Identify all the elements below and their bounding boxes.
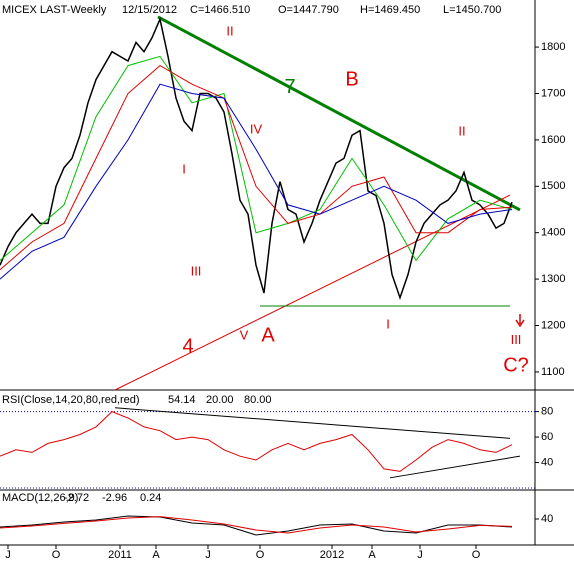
annotation: I: [386, 316, 390, 331]
y-tick-label: 40: [541, 456, 553, 468]
trend-line: [157, 15, 521, 212]
x-tick-label: J: [5, 549, 11, 561]
series-line: [0, 83, 513, 280]
header-value: 12/15/2012: [122, 4, 177, 16]
x-tick-label: O: [52, 549, 61, 561]
panel-title: MACD(12,26,9): [2, 492, 78, 504]
x-tick-label: A: [152, 549, 160, 561]
annotation: II: [458, 123, 465, 138]
annotation: A: [261, 324, 275, 346]
readout: -2.96: [102, 492, 127, 504]
readout: -2.72: [64, 492, 89, 504]
annotation: C?: [503, 355, 529, 377]
series-line: [0, 16, 513, 301]
y-tick-label: 1300: [541, 273, 565, 285]
annotation: IV: [250, 122, 263, 137]
annotation: B: [345, 68, 358, 90]
y-tick-label: 1600: [541, 134, 565, 146]
x-tick-label: J: [417, 549, 423, 561]
readout: 80.00: [244, 394, 272, 406]
y-tick-label: 1700: [541, 87, 565, 99]
readout: 0.24: [140, 492, 161, 504]
header-value: C=1466.510: [190, 4, 250, 16]
trend-line: [114, 194, 511, 391]
y-tick-label: 1200: [541, 319, 565, 331]
y-tick-label: 1500: [541, 180, 565, 192]
header-value: H=1469.450: [360, 4, 420, 16]
x-tick-label: 2011: [108, 549, 132, 561]
annotation: III: [191, 264, 202, 279]
y-tick-label: 80: [541, 406, 553, 418]
panel-title: RSI(Close,14,20,80,red,red): [2, 394, 140, 406]
series-line: [0, 515, 513, 536]
x-tick-label: O: [256, 549, 265, 561]
x-tick-label: O: [472, 549, 481, 561]
annotation: II: [226, 24, 233, 39]
x-tick-label: 2012: [320, 549, 344, 561]
trend-line: [114, 407, 511, 439]
annotation: 7: [284, 76, 295, 98]
series-line: [0, 55, 513, 262]
y-tick-label: 60: [541, 431, 553, 443]
series-line: [0, 516, 513, 534]
y-tick-label: 40: [541, 513, 553, 525]
trend-line: [389, 455, 521, 479]
x-tick-label: A: [368, 549, 376, 561]
annotation: I: [182, 161, 186, 176]
series-line: [0, 411, 513, 472]
annotation: III: [511, 332, 522, 347]
x-tick-label: J: [205, 549, 211, 561]
annotation: 4: [182, 336, 193, 358]
panel-title: MICEX LAST-Weekly: [2, 4, 107, 16]
y-tick-label: 1100: [541, 366, 565, 378]
y-tick-label: 1800: [541, 41, 565, 53]
readout: 54.14: [168, 394, 196, 406]
header-value: L=1450.700: [443, 4, 501, 16]
header-value: O=1447.790: [278, 4, 339, 16]
y-tick-label: 1400: [541, 227, 565, 239]
arrow: [515, 314, 525, 328]
annotation: V: [240, 328, 249, 343]
readout: 20.00: [206, 394, 234, 406]
series-line: [0, 64, 513, 271]
